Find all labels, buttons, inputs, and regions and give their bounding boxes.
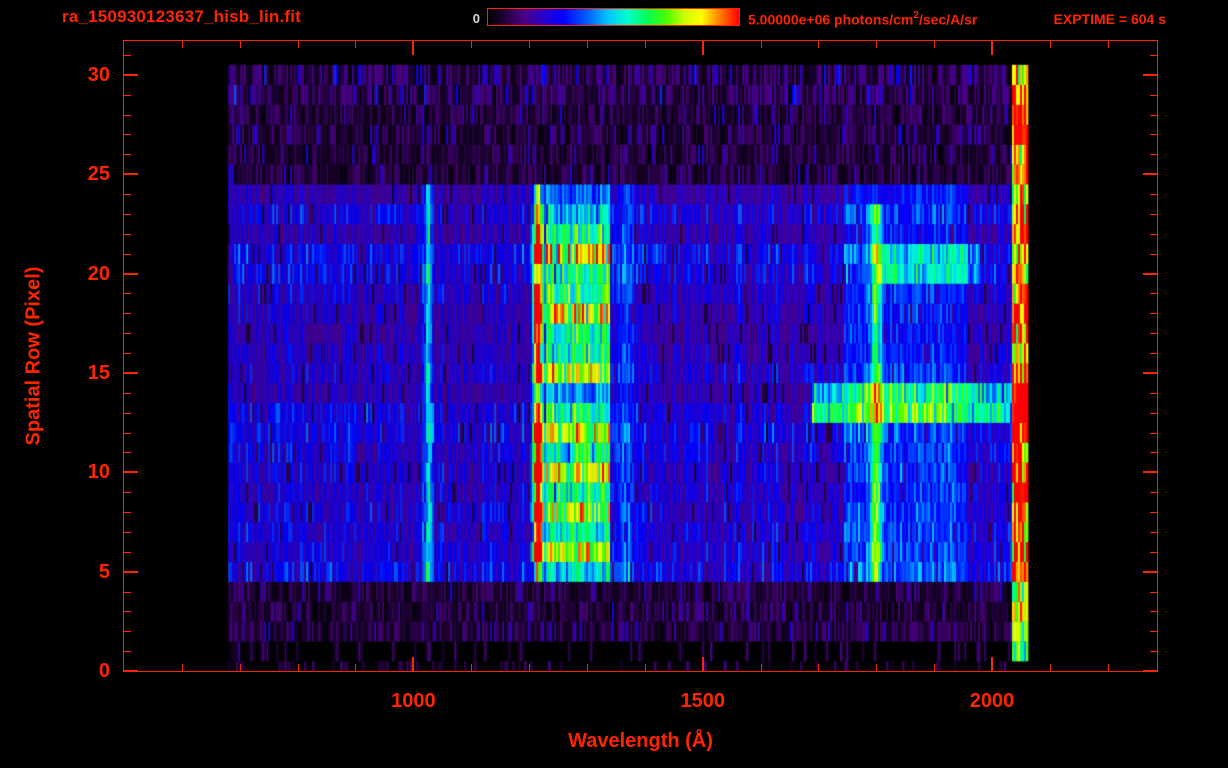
x-tick-label: 1000 bbox=[391, 690, 436, 712]
x-tick-label: 1500 bbox=[680, 690, 725, 712]
colorbar-units-superscript: 2 bbox=[913, 10, 919, 21]
plot-axes-box bbox=[123, 40, 1158, 672]
spectral-heatmap-image bbox=[124, 41, 1157, 671]
colorbar-units-text-tail: /sec/A/sr bbox=[918, 11, 978, 28]
colorbar-units-text: 5.00000e+06 photons/cm bbox=[748, 11, 914, 28]
colorbar bbox=[487, 8, 740, 26]
y-tick-label: 15 bbox=[87, 361, 110, 384]
y-tick-label: 0 bbox=[98, 660, 110, 682]
y-axis-label: Spatial Row (Pixel) bbox=[22, 266, 45, 446]
exptime-label: EXPTIME = 604 s bbox=[1053, 11, 1166, 27]
plot-title: ra_150930123637_hisb_lin.fit bbox=[62, 7, 302, 26]
x-tick-label: 2000 bbox=[969, 690, 1015, 712]
y-tick-label: 20 bbox=[87, 262, 110, 285]
x-axis-label: Wavelength (Å) bbox=[568, 730, 713, 752]
colorbar-max-label: 5.00000e+06 photons/cm2/sec/A/sr bbox=[748, 10, 978, 28]
y-tick-label: 30 bbox=[87, 63, 110, 86]
y-tick-label: 25 bbox=[87, 163, 110, 186]
y-tick-label: 5 bbox=[98, 560, 110, 583]
colorbar-min-label: 0 bbox=[472, 11, 480, 26]
y-tick-label: 10 bbox=[87, 461, 110, 484]
